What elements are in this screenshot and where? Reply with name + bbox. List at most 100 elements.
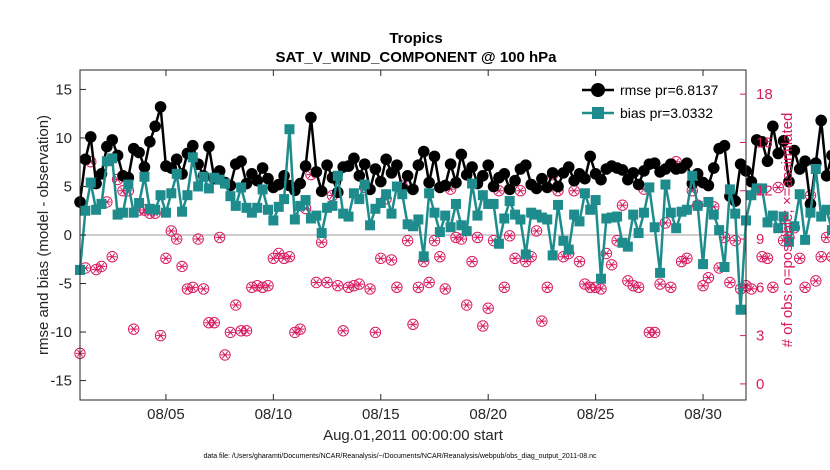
- bias-point: [483, 198, 494, 209]
- bias-point: [187, 152, 198, 163]
- obs-possible-marker: [208, 317, 220, 329]
- bias-point: [101, 156, 112, 167]
- bias-point: [783, 236, 794, 247]
- bias-point: [80, 205, 91, 216]
- bias-point: [698, 259, 709, 270]
- bias-point: [730, 208, 741, 219]
- y-tick-label: 10: [55, 130, 72, 147]
- obs-assimilated-marker: [666, 283, 676, 291]
- rmse-point: [702, 179, 715, 192]
- obs-assimilated-marker: [408, 320, 418, 328]
- y-axis-label-right: # of obs: o=possible; ×=assimilated: [779, 113, 796, 348]
- bias-point: [241, 202, 252, 213]
- bias-point: [413, 214, 424, 225]
- bias-point: [144, 203, 155, 214]
- obs-possible-marker: [466, 255, 478, 268]
- rmse-point: [584, 150, 597, 163]
- obs-assimilated-marker: [354, 280, 364, 288]
- bias-point: [472, 210, 483, 221]
- obs-possible-marker: [589, 281, 602, 294]
- bias-point: [123, 179, 134, 190]
- obs-count-point: [294, 323, 306, 335]
- obs-possible-marker: [407, 318, 419, 331]
- obs-assimilated-marker: [462, 301, 472, 309]
- obs-assimilated-marker: [430, 237, 439, 245]
- rmse-point: [477, 169, 489, 182]
- rmse-point: [256, 162, 269, 174]
- obs-assimilated-marker: [618, 201, 627, 209]
- rmse-point: [546, 167, 559, 179]
- bias-point: [236, 182, 247, 193]
- obs-count-point: [767, 281, 779, 294]
- bias-point: [671, 223, 682, 234]
- obs-count-point: [799, 281, 811, 294]
- obs-assimilated-marker: [505, 232, 514, 240]
- bias-point: [289, 214, 300, 225]
- y-right-tick-label: 15: [756, 134, 773, 151]
- obs-possible-marker: [385, 254, 398, 266]
- rmse-point: [487, 180, 500, 193]
- obs-count-point: [230, 299, 242, 311]
- rmse-point: [616, 164, 629, 176]
- bias-point: [209, 172, 220, 183]
- bias-point: [171, 168, 182, 179]
- x-tick-label: 08/10: [255, 406, 293, 423]
- obs-count-point: [283, 251, 296, 263]
- obs-count-point: [176, 260, 188, 273]
- obs-assimilated-marker: [333, 282, 343, 290]
- y-tick-label: 0: [64, 227, 72, 244]
- bias-point: [225, 191, 236, 202]
- bias-point: [515, 214, 526, 225]
- obs-possible-marker: [348, 280, 360, 292]
- obs-assimilated-marker: [510, 254, 520, 262]
- obs-count-point: [337, 325, 349, 337]
- bias-point: [719, 262, 730, 273]
- obs-count-point: [187, 281, 199, 294]
- bias-point: [778, 211, 789, 222]
- obs-count-point: [654, 278, 666, 290]
- bias-point: [434, 227, 445, 238]
- bias-point: [553, 199, 564, 210]
- bias-point: [531, 209, 542, 220]
- bias-point: [708, 209, 719, 220]
- legend-rmse-label: rmse pr=6.8137: [620, 82, 719, 98]
- rmse-point: [380, 153, 392, 166]
- obs-possible-marker: [767, 281, 779, 294]
- obs-possible-marker: [536, 315, 548, 327]
- bias-point: [638, 207, 649, 218]
- obs-count-point: [616, 199, 629, 211]
- rmse-point: [552, 180, 564, 193]
- obs-possible-marker: [364, 283, 376, 295]
- rmse-point: [718, 139, 731, 152]
- bias-point: [633, 228, 644, 239]
- rmse-point: [648, 157, 661, 169]
- bias-point: [767, 210, 778, 221]
- bias-point: [386, 208, 397, 219]
- obs-count-point: [353, 278, 365, 290]
- y-tick-label: -5: [59, 276, 72, 293]
- obs-possible-marker: [471, 231, 484, 244]
- rmse-point: [579, 172, 591, 185]
- bias-point: [644, 182, 655, 193]
- obs-assimilated-marker: [97, 262, 106, 270]
- rmse-point: [562, 161, 575, 173]
- obs-count-point: [509, 252, 521, 265]
- bias-point: [456, 220, 467, 231]
- bias-point: [128, 207, 139, 218]
- obs-assimilated-marker: [822, 233, 830, 241]
- bias-point: [155, 190, 166, 201]
- obs-assimilated-marker: [542, 283, 552, 291]
- rmse-point: [820, 169, 830, 182]
- rmse-point: [595, 173, 607, 186]
- obs-assimilated-marker: [387, 256, 396, 264]
- bias-point: [810, 164, 821, 174]
- y-tick-label: 15: [55, 81, 72, 98]
- bias-point: [316, 228, 327, 239]
- rmse-point: [315, 185, 328, 198]
- obs-possible-marker: [477, 320, 489, 332]
- obs-count-point: [498, 281, 511, 294]
- rmse-point: [767, 120, 779, 133]
- chart-title: Tropics: [389, 30, 442, 47]
- y-axis-label: rmse and bias (model - observation): [35, 115, 52, 355]
- bias-point: [85, 177, 96, 188]
